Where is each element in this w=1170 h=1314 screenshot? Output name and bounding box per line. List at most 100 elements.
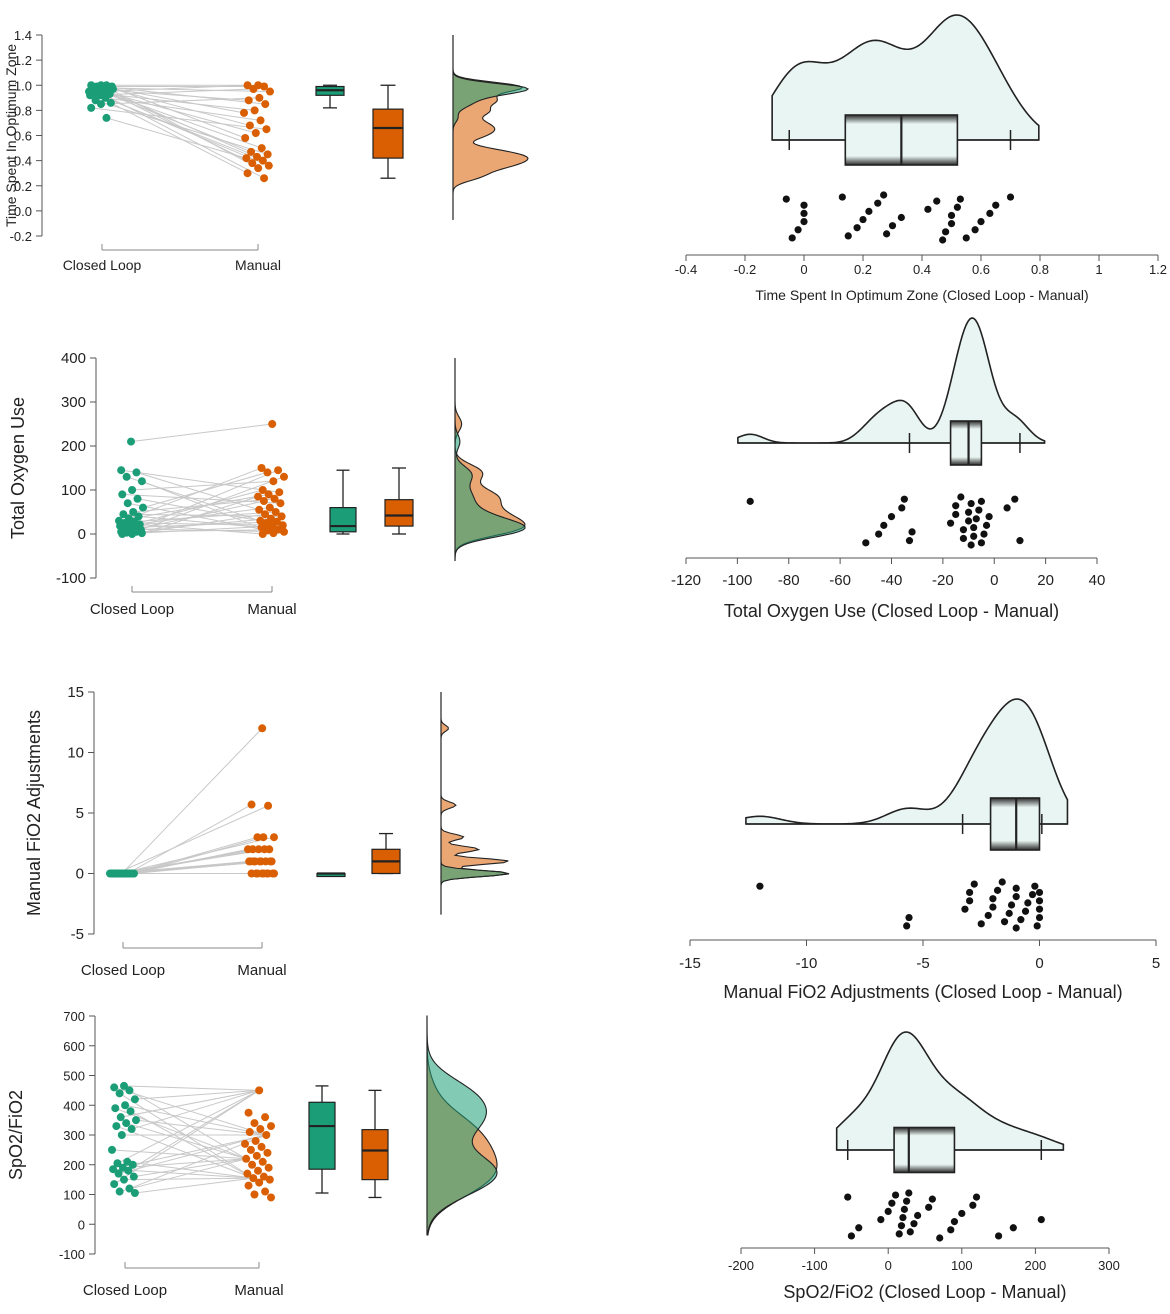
x-tick-label: 20 bbox=[1037, 572, 1054, 589]
x-tick-label: 40 bbox=[1089, 572, 1106, 589]
manual-point bbox=[264, 1163, 273, 1172]
manual-point bbox=[267, 857, 276, 866]
difference-point bbox=[1035, 905, 1044, 913]
x-tick-label: 0 bbox=[990, 572, 998, 589]
closed-loop-point bbox=[126, 1107, 135, 1116]
pair-line bbox=[118, 493, 269, 522]
pair-line bbox=[127, 1161, 254, 1179]
x-tick-label: -120 bbox=[671, 572, 701, 589]
closed-loop-point bbox=[86, 91, 95, 100]
y-tick-label: 300 bbox=[61, 394, 86, 411]
difference-point bbox=[1000, 918, 1009, 926]
manual-point bbox=[241, 134, 250, 143]
pair-line bbox=[121, 727, 263, 874]
group-label-manual: Manual bbox=[235, 257, 281, 273]
manual-point bbox=[241, 1139, 249, 1148]
y-tick-label: -100 bbox=[59, 1247, 85, 1262]
closed-loop-point bbox=[125, 1086, 134, 1095]
group-label-closed-loop: Closed Loop bbox=[81, 962, 165, 979]
manual-point bbox=[250, 1190, 259, 1199]
difference-density bbox=[771, 14, 1040, 141]
difference-point bbox=[947, 1226, 955, 1234]
manual-point bbox=[245, 1128, 254, 1137]
density-closed-loop bbox=[454, 358, 526, 561]
difference-point bbox=[939, 236, 947, 244]
manual-point bbox=[258, 530, 267, 538]
density-manual bbox=[452, 35, 529, 220]
manual-point bbox=[264, 490, 273, 499]
difference-point bbox=[961, 905, 969, 913]
pair-line bbox=[90, 88, 254, 96]
closed-loop-point bbox=[129, 508, 138, 516]
manual-point bbox=[270, 494, 279, 503]
group-label-manual: Manual bbox=[237, 962, 286, 979]
pair-line bbox=[130, 423, 273, 443]
manual-point bbox=[253, 869, 262, 878]
difference-point bbox=[895, 1230, 903, 1238]
manual-point bbox=[256, 116, 265, 125]
difference-point bbox=[888, 1199, 896, 1207]
manual-point bbox=[251, 1136, 260, 1145]
difference-point bbox=[986, 209, 994, 218]
pair-line bbox=[122, 525, 273, 535]
difference-density bbox=[737, 317, 1046, 444]
manual-point bbox=[274, 466, 283, 475]
manual-point bbox=[261, 510, 270, 519]
box-iqr bbox=[361, 1129, 389, 1181]
manual-point bbox=[251, 128, 260, 137]
difference-point bbox=[967, 541, 975, 549]
manual-point bbox=[242, 154, 251, 163]
pair-line bbox=[105, 97, 261, 121]
pair-line bbox=[132, 860, 266, 874]
closed-loop-point bbox=[118, 490, 127, 499]
x-tick-label: -60 bbox=[829, 572, 851, 589]
y-axis-label: Time Spent In Optimum Zone bbox=[3, 44, 19, 227]
difference-point bbox=[1035, 897, 1044, 905]
difference-plot: -0.4 -0.2 0 0.2 0.4 0.6 0.8 1 1.2 Time Spent In O… bbox=[675, 14, 1167, 303]
x-tick-label: -0.4 bbox=[675, 262, 697, 277]
closed-loop-point bbox=[109, 869, 118, 878]
pair-line bbox=[112, 88, 251, 126]
difference-point bbox=[897, 213, 905, 222]
difference-point bbox=[888, 222, 897, 230]
manual-point bbox=[269, 529, 278, 538]
x-tick-label: 1 bbox=[1095, 262, 1102, 277]
difference-point bbox=[953, 203, 962, 211]
manual-point bbox=[254, 492, 262, 501]
y-tick-label: 0.8 bbox=[14, 103, 32, 118]
y-tick-label: 100 bbox=[61, 482, 86, 499]
manual-point bbox=[267, 1193, 275, 1202]
difference-point bbox=[972, 515, 980, 523]
difference-point bbox=[897, 1222, 906, 1230]
difference-point bbox=[838, 193, 846, 201]
y-tick-label: 0.4 bbox=[14, 154, 32, 169]
x-tick-label: -15 bbox=[679, 955, 701, 972]
y-tick-label: 400 bbox=[63, 1098, 85, 1113]
difference-point bbox=[970, 532, 978, 540]
difference-box bbox=[949, 420, 983, 466]
closed-loop-point bbox=[134, 512, 143, 521]
x-tick-label: 300 bbox=[1098, 1258, 1120, 1273]
difference-point bbox=[853, 224, 861, 232]
y-tick-label: 0.0 bbox=[14, 204, 32, 219]
closed-loop-point bbox=[115, 1089, 124, 1098]
difference-point bbox=[788, 234, 796, 242]
y-tick-label: 0 bbox=[78, 526, 86, 543]
closed-loop-point bbox=[127, 437, 135, 446]
manual-point bbox=[266, 87, 274, 96]
panel-4: -100 0 100 200 300 400 500 600 700 SpO2/FiO2 Close… bbox=[6, 1009, 1120, 1302]
manual-point bbox=[243, 169, 252, 178]
difference-point bbox=[905, 913, 913, 922]
x-tick-label: -100 bbox=[802, 1258, 828, 1273]
closed-loop-point bbox=[112, 1122, 121, 1131]
closed-loop-point bbox=[118, 530, 127, 538]
manual-point bbox=[259, 1172, 268, 1181]
manual-point bbox=[257, 144, 266, 153]
difference-point bbox=[900, 1205, 908, 1213]
y-tick-label: 0 bbox=[78, 1217, 85, 1232]
difference-point bbox=[971, 226, 979, 234]
difference-point bbox=[977, 217, 985, 226]
manual-point bbox=[258, 156, 267, 165]
manual-point bbox=[244, 1181, 253, 1190]
